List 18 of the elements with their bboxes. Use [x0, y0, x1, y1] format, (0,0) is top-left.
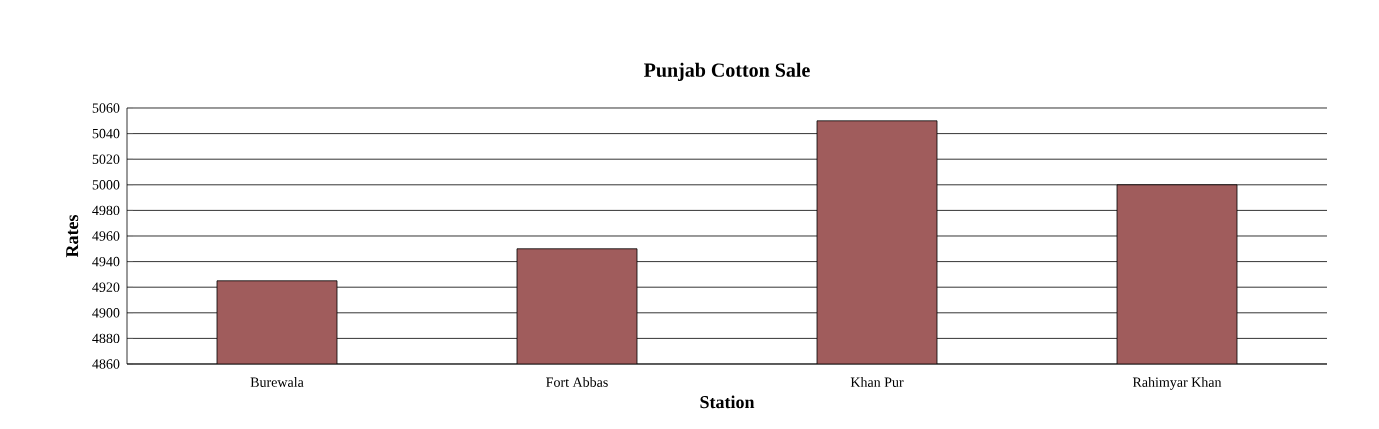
y-tick-label: 5020	[92, 154, 120, 164]
y-tick-label: 5060	[92, 103, 120, 113]
y-tick-label: 4980	[92, 205, 120, 216]
x-tick-label: Rahimyar Khan	[1132, 377, 1222, 390]
y-tick-label: 5040	[92, 128, 120, 139]
x-tick-label: Khan Pur	[850, 377, 904, 387]
y-tick-label: 4880	[92, 333, 120, 344]
y-axis-title: Rates	[66, 214, 79, 258]
x-tick-label: Fort Abbas	[546, 377, 608, 387]
y-tick-label: 4860	[92, 359, 120, 369]
x-axis-title: Station	[700, 395, 755, 409]
y-tick-label: 4920	[92, 282, 120, 292]
y-tick-label: 5000	[92, 180, 120, 190]
y-tick-label: 4940	[92, 256, 120, 267]
x-tick-label: Burewala	[250, 377, 304, 387]
chart-title: Punjab Cotton Sale	[644, 62, 810, 81]
y-tick-label: 4900	[92, 308, 120, 318]
y-tick-label: 4960	[92, 231, 120, 241]
